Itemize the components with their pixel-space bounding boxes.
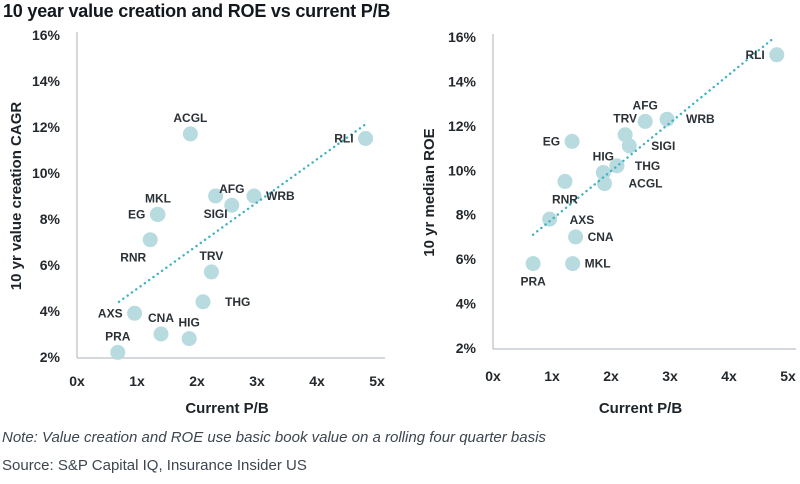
point-label-hig: HIG [593,150,614,164]
data-point-thg [195,294,211,310]
point-label-rli: RLI [745,48,764,62]
x-tick-label: 5x [780,368,796,384]
y-tick-label: 4% [40,303,61,319]
point-label-rnr: RNR [120,251,146,265]
data-point-rnr [557,173,573,189]
x-axis-title: Current P/B [599,400,683,417]
y-tick-label: 16% [32,27,61,43]
data-point-trv [203,264,219,280]
data-point-mkl [565,256,581,272]
x-tick-label: 4x [721,368,737,384]
point-label-eg: EG [543,134,560,148]
data-point-wrb [246,188,262,204]
point-label-pra: PRA [105,329,131,343]
point-label-rli: RLI [334,132,353,146]
point-label-pra: PRA [520,275,546,289]
data-point-thg [609,158,625,174]
y-tick-label: 6% [40,257,61,273]
x-tick-label: 3x [249,373,265,389]
data-point-hig [595,165,611,181]
y-tick-label: 8% [456,207,477,223]
point-label-cna: CNA [588,230,614,244]
data-point-axs [542,211,558,227]
figure-note: Note: Value creation and ROE use basic b… [2,429,546,446]
data-point-eg [564,133,580,149]
y-tick-label: 4% [456,296,477,312]
x-tick-label: 0x [69,373,85,389]
point-label-trv: TRV [200,249,224,263]
x-tick-label: 3x [662,368,678,384]
figure-title: 10 year value creation and ROE vs curren… [3,1,391,21]
figure-source: Source: S&P Capital IQ, Insurance Inside… [2,457,307,474]
y-tick-label: 16% [448,29,477,45]
data-point-sigi [208,188,224,204]
point-label-axs: AXS [570,213,595,227]
data-point-afg [224,197,240,213]
y-tick-label: 2% [456,340,477,356]
y-tick-label: 14% [32,73,61,89]
point-label-afg: AFG [633,98,658,112]
trend-line [531,35,777,236]
point-label-rnr: RNR [552,192,578,206]
data-point-afg [637,113,653,129]
data-point-axs [127,305,143,321]
point-label-mkl: MKL [585,257,611,271]
x-axis-title: Current P/B [185,400,269,417]
point-label-cna: CNA [148,311,174,325]
chart-roe-vs-pb: 2% 4% 6% 8% 10% 12% 14% 16% 0x 1x 2x 3x 4x 5x Current … [421,29,796,417]
point-label-acgl: ACGL [629,177,663,191]
data-point-rli [769,47,785,63]
point-label-wrb: WRB [266,189,295,203]
x-tick-label: 5x [369,373,385,389]
y-tick-label: 12% [448,118,477,134]
data-point-rli [358,131,374,146]
point-label-mkl: MKL [145,191,171,205]
point-label-eg: EG [128,207,145,221]
x-tick-label: 1x [129,373,145,389]
x-tick-label: 2x [603,368,619,384]
x-tick-label: 0x [485,368,501,384]
data-point-rnr [142,232,158,248]
data-point-cna [153,326,169,342]
y-tick-label: 10% [32,165,61,181]
data-point-trv [617,127,633,143]
x-tick-label: 2x [189,373,205,389]
point-label-sigi: SIGI [651,139,675,153]
data-point-acgl [597,176,613,192]
y-tick-label: 10% [448,162,477,178]
data-point-hig [181,331,197,347]
point-label-afg: AFG [219,182,244,196]
point-label-sigi: SIGI [204,207,228,221]
x-tick-label: 1x [544,368,560,384]
point-label-hig: HIG [179,316,200,330]
x-tick-label: 4x [309,373,325,389]
data-point-pra [110,344,126,360]
point-label-wrb: WRB [686,112,715,126]
point-label-thg: THG [635,159,660,173]
y-axis-title: 10 yr value creation CAGR [8,102,25,291]
y-tick-label: 8% [40,211,61,227]
chart-value-creation-vs-pb: 2% 4% 6% 8% 10% 12% 14% 16% 0x 1x 2x 3x 4x 5x Current … [8,27,385,417]
data-point-mkl [150,206,166,222]
y-tick-label: 12% [32,119,61,135]
data-point-acgl [182,126,198,142]
y-tick-label: 2% [40,349,61,365]
data-point-cna [568,229,584,245]
data-point-wrb [659,111,675,127]
y-axis-title: 10 yr median ROE [421,128,438,256]
data-point-pra [525,256,541,272]
y-tick-label: 6% [456,251,477,267]
point-label-axs: AXS [98,306,123,320]
point-label-acgl: ACGL [173,111,207,125]
point-label-trv: TRV [613,112,637,126]
y-tick-label: 14% [448,73,477,89]
point-label-thg: THG [225,295,250,309]
